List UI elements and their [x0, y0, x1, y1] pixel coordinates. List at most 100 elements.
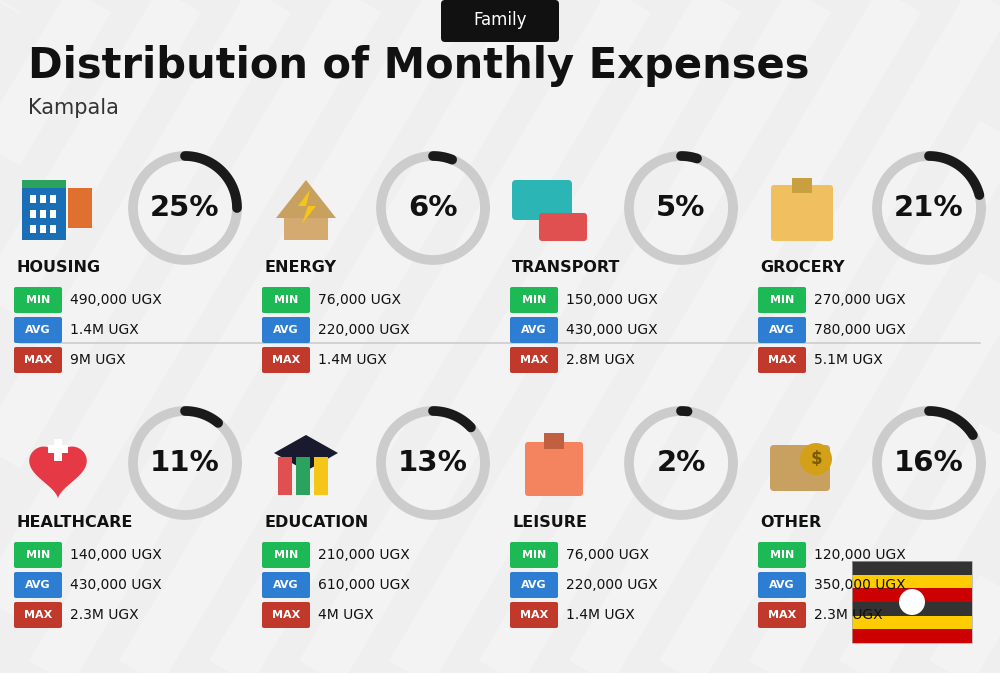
- Bar: [50, 195, 56, 203]
- Text: 13%: 13%: [398, 449, 468, 477]
- FancyBboxPatch shape: [14, 572, 62, 598]
- FancyBboxPatch shape: [262, 347, 310, 373]
- Text: 2%: 2%: [656, 449, 706, 477]
- Text: GROCERY: GROCERY: [760, 260, 844, 275]
- Text: MAX: MAX: [520, 355, 548, 365]
- Bar: [852, 575, 972, 588]
- Text: 270,000 UGX: 270,000 UGX: [814, 293, 906, 307]
- FancyBboxPatch shape: [262, 542, 310, 568]
- FancyBboxPatch shape: [262, 317, 310, 343]
- Text: 21%: 21%: [894, 194, 964, 222]
- Bar: [50, 210, 56, 218]
- Text: 2.8M UGX: 2.8M UGX: [566, 353, 635, 367]
- FancyBboxPatch shape: [771, 185, 833, 241]
- Bar: [40, 225, 46, 233]
- Text: 2.3M UGX: 2.3M UGX: [814, 608, 883, 622]
- FancyBboxPatch shape: [525, 442, 583, 496]
- Bar: [278, 457, 292, 495]
- Text: 140,000 UGX: 140,000 UGX: [70, 548, 162, 562]
- FancyBboxPatch shape: [262, 572, 310, 598]
- Text: MAX: MAX: [272, 355, 300, 365]
- Bar: [314, 457, 328, 495]
- Text: AVG: AVG: [521, 325, 547, 335]
- FancyBboxPatch shape: [758, 542, 806, 568]
- Text: HOUSING: HOUSING: [16, 260, 100, 275]
- Polygon shape: [29, 447, 87, 499]
- FancyBboxPatch shape: [510, 347, 558, 373]
- Bar: [40, 195, 46, 203]
- Text: MIN: MIN: [522, 550, 546, 560]
- Bar: [284, 218, 328, 240]
- Text: 350,000 UGX: 350,000 UGX: [814, 578, 906, 592]
- Bar: [852, 561, 972, 643]
- Text: 76,000 UGX: 76,000 UGX: [566, 548, 649, 562]
- FancyBboxPatch shape: [758, 287, 806, 313]
- Polygon shape: [276, 180, 336, 218]
- Text: MAX: MAX: [24, 610, 52, 620]
- Text: MIN: MIN: [274, 550, 298, 560]
- FancyBboxPatch shape: [758, 317, 806, 343]
- Text: MIN: MIN: [770, 295, 794, 305]
- Bar: [30, 210, 36, 218]
- FancyBboxPatch shape: [441, 0, 559, 42]
- Text: 5.1M UGX: 5.1M UGX: [814, 353, 883, 367]
- Text: 5%: 5%: [656, 194, 706, 222]
- Text: ENERGY: ENERGY: [264, 260, 336, 275]
- Text: 16%: 16%: [894, 449, 964, 477]
- Text: Kampala: Kampala: [28, 98, 119, 118]
- Text: $: $: [810, 450, 822, 468]
- FancyBboxPatch shape: [510, 287, 558, 313]
- FancyBboxPatch shape: [510, 317, 558, 343]
- Text: AVG: AVG: [273, 580, 299, 590]
- Text: LEISURE: LEISURE: [512, 515, 587, 530]
- Text: OTHER: OTHER: [760, 515, 821, 530]
- FancyBboxPatch shape: [758, 602, 806, 628]
- Bar: [852, 602, 972, 616]
- Text: 220,000 UGX: 220,000 UGX: [318, 323, 410, 337]
- Bar: [852, 561, 972, 575]
- Bar: [30, 195, 36, 203]
- Text: AVG: AVG: [769, 325, 795, 335]
- Text: 120,000 UGX: 120,000 UGX: [814, 548, 906, 562]
- Bar: [30, 225, 36, 233]
- Bar: [852, 588, 972, 602]
- Text: 430,000 UGX: 430,000 UGX: [70, 578, 162, 592]
- FancyBboxPatch shape: [539, 213, 587, 241]
- Text: HEALTHCARE: HEALTHCARE: [16, 515, 132, 530]
- Text: Family: Family: [473, 11, 527, 29]
- Text: MAX: MAX: [768, 355, 796, 365]
- Text: MAX: MAX: [272, 610, 300, 620]
- Text: EDUCATION: EDUCATION: [264, 515, 368, 530]
- Text: MIN: MIN: [770, 550, 794, 560]
- Text: 2.3M UGX: 2.3M UGX: [70, 608, 139, 622]
- Bar: [48, 445, 68, 453]
- Text: 11%: 11%: [150, 449, 220, 477]
- Text: 430,000 UGX: 430,000 UGX: [566, 323, 658, 337]
- FancyBboxPatch shape: [510, 602, 558, 628]
- Bar: [852, 616, 972, 629]
- Bar: [40, 210, 46, 218]
- Text: 210,000 UGX: 210,000 UGX: [318, 548, 410, 562]
- FancyBboxPatch shape: [14, 317, 62, 343]
- Bar: [296, 457, 310, 495]
- Text: 6%: 6%: [408, 194, 458, 222]
- FancyBboxPatch shape: [14, 602, 62, 628]
- Text: 780,000 UGX: 780,000 UGX: [814, 323, 906, 337]
- Text: Distribution of Monthly Expenses: Distribution of Monthly Expenses: [28, 45, 810, 87]
- Text: AVG: AVG: [25, 325, 51, 335]
- Text: 490,000 UGX: 490,000 UGX: [70, 293, 162, 307]
- Bar: [54, 439, 62, 461]
- Text: TRANSPORT: TRANSPORT: [512, 260, 620, 275]
- Polygon shape: [298, 190, 316, 224]
- Text: AVG: AVG: [769, 580, 795, 590]
- Bar: [544, 433, 564, 449]
- FancyBboxPatch shape: [262, 602, 310, 628]
- FancyBboxPatch shape: [510, 572, 558, 598]
- Bar: [852, 629, 972, 643]
- Text: 4M UGX: 4M UGX: [318, 608, 374, 622]
- Circle shape: [800, 443, 832, 475]
- FancyBboxPatch shape: [758, 347, 806, 373]
- FancyBboxPatch shape: [14, 347, 62, 373]
- Text: 1.4M UGX: 1.4M UGX: [70, 323, 139, 337]
- Circle shape: [899, 589, 925, 615]
